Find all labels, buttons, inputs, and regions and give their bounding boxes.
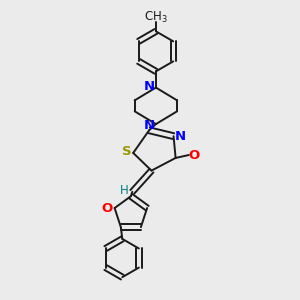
Text: H: H <box>120 184 128 197</box>
Text: N: N <box>175 130 186 143</box>
Text: CH$_3$: CH$_3$ <box>144 10 168 25</box>
Text: O: O <box>188 148 200 161</box>
Text: S: S <box>122 145 132 158</box>
Text: N: N <box>144 119 155 132</box>
Text: N: N <box>144 80 155 93</box>
Text: O: O <box>102 202 113 214</box>
